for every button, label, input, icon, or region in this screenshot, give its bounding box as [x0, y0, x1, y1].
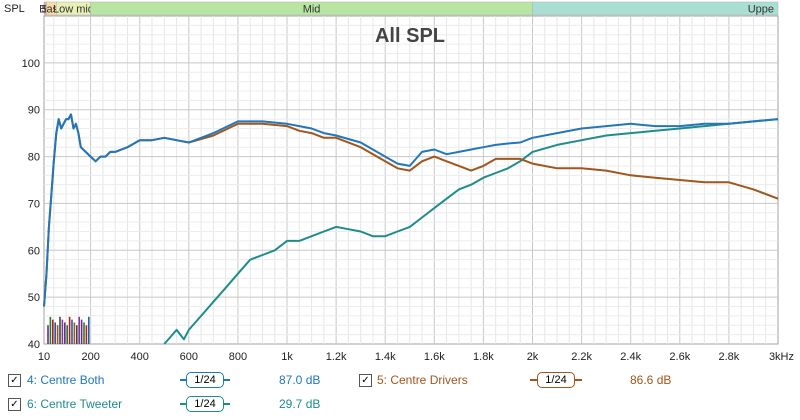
legend-item-centre-both: ✓ 4: Centre Both 1/24 87.0 dB — [0, 372, 340, 394]
checkbox-centre-drivers[interactable]: ✓ — [359, 374, 372, 387]
checkbox-centre-both[interactable]: ✓ — [8, 374, 21, 387]
smoothing-label: 1/24 — [537, 372, 575, 388]
x-tick-label: 2.2k — [571, 351, 592, 363]
legend: ✓ 4: Centre Both 1/24 87.0 dB ✓ 5: Centr… — [0, 366, 800, 420]
y-tick-label: 60 — [28, 245, 40, 257]
x-tick-label: 1.8k — [473, 351, 494, 363]
band-label: Uppe — [748, 4, 774, 16]
smoothing-control-centre-drivers[interactable]: 1/24 — [530, 372, 582, 388]
legend-value: 86.6 dB — [630, 373, 672, 387]
legend-label: 5: Centre Drivers — [377, 373, 468, 387]
x-tick-label: 200 — [81, 351, 99, 363]
legend-item-centre-drivers: ✓ 5: Centre Drivers 1/24 86.6 dB — [355, 372, 695, 394]
band-label: Mid — [303, 4, 321, 16]
x-tick-label: 400 — [131, 351, 149, 363]
smoothing-label: 1/24 — [186, 396, 224, 412]
series-line-6-centre-tweeter — [163, 118, 779, 345]
legend-value: 29.7 dB — [279, 397, 321, 411]
smoothing-label: 1/24 — [186, 372, 224, 388]
legend-item-centre-tweeter: ✓ 6: Centre Tweeter 1/24 29.7 dB — [0, 396, 340, 418]
x-tick-label: 1.2k — [326, 351, 347, 363]
series-line-4-centre-both — [43, 113, 779, 307]
x-tick-label: 2k — [527, 351, 539, 363]
smoothing-control-centre-tweeter[interactable]: 1/24 — [180, 396, 230, 412]
x-tick-label: 1k — [281, 351, 293, 363]
band-label: S — [42, 4, 49, 16]
band-label: Low mid — [53, 4, 94, 16]
x-tick-label: 800 — [229, 351, 247, 363]
y-tick-label: 40 — [28, 339, 40, 351]
x-tick-label: 10 — [38, 351, 50, 363]
y-tick-label: 80 — [28, 152, 40, 164]
x-tick-label: 1.4k — [375, 351, 396, 363]
checkbox-centre-tweeter[interactable]: ✓ — [8, 398, 21, 411]
y-tick-label: 90 — [28, 105, 40, 117]
x-tick-label: 600 — [180, 351, 198, 363]
x-tick-label: 2.6k — [669, 351, 690, 363]
y-tick-label: 70 — [28, 198, 40, 210]
legend-label: 4: Centre Both — [27, 373, 105, 387]
chart-title: All SPL — [375, 25, 445, 47]
x-tick-label: 3kHz — [769, 351, 794, 363]
y-tick-label: 100 — [22, 58, 40, 70]
x-tick-label: 1.6k — [424, 351, 445, 363]
smoothing-control-centre-both[interactable]: 1/24 — [180, 372, 230, 388]
y-axis-label: SPL — [4, 3, 25, 15]
band-4 — [532, 1, 779, 16]
legend-label: 6: Centre Tweeter — [27, 397, 123, 411]
y-tick-label: 50 — [28, 292, 40, 304]
legend-value: 87.0 dB — [279, 373, 321, 387]
x-tick-label: 2.8k — [719, 351, 740, 363]
x-tick-label: 2.4k — [620, 351, 641, 363]
